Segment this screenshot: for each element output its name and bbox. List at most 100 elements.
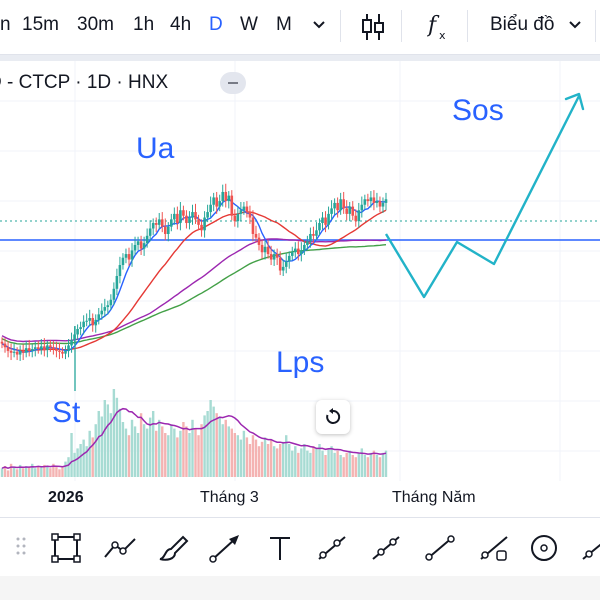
timeframe-4h[interactable]: 4h <box>170 14 192 35</box>
volume-bar <box>43 464 46 477</box>
volume-bar <box>357 452 360 477</box>
ma-green-line <box>1 244 387 345</box>
volume-bar <box>185 426 188 477</box>
candle-body <box>133 244 137 251</box>
volume-bar <box>85 446 88 477</box>
volume-bar <box>215 413 218 477</box>
price-chart[interactable] <box>0 61 600 481</box>
candle-body <box>309 233 312 242</box>
symbol-legend[interactable]: D - CTCP · 1D · HNX <box>0 72 169 93</box>
path-tool[interactable] <box>102 530 138 566</box>
chevron-down-icon[interactable] <box>312 20 326 30</box>
candle-body <box>52 347 55 350</box>
candle-body <box>136 241 140 245</box>
arrow-tool[interactable] <box>208 530 244 566</box>
volume-bar <box>269 439 273 477</box>
volume-bar <box>224 419 227 477</box>
toolbar-divider <box>467 10 468 42</box>
volume-bar <box>257 446 261 477</box>
volume-bar <box>348 450 351 477</box>
text-icon <box>270 537 290 560</box>
volume-bar <box>70 433 73 477</box>
candle-body <box>363 199 367 205</box>
extended-line-tool[interactable] <box>476 530 512 566</box>
volume-bar <box>278 444 282 477</box>
more-tools[interactable] <box>574 530 600 566</box>
candle-body <box>6 347 10 351</box>
volume-bar <box>281 441 285 477</box>
volume-bar <box>251 435 255 477</box>
candle-body <box>85 320 88 322</box>
candle-body <box>324 217 327 225</box>
volume-bar <box>327 448 330 477</box>
rectangle-tool[interactable] <box>48 530 84 566</box>
brush-tool[interactable] <box>156 530 192 566</box>
ray-tool[interactable] <box>314 530 350 566</box>
annotation-lps[interactable]: Lps <box>276 346 325 379</box>
volume-bar <box>28 467 31 477</box>
candle-body <box>106 305 110 308</box>
candle-body <box>145 235 149 244</box>
volume-bar <box>64 461 67 477</box>
rotate-icon <box>326 408 341 424</box>
volume-bar <box>133 426 137 477</box>
candle-body <box>200 224 203 231</box>
volume-bar <box>321 450 324 477</box>
candle-body <box>118 265 122 276</box>
candle-body <box>203 217 206 231</box>
annotation-sos[interactable]: Sos <box>452 94 504 127</box>
candle-body <box>212 197 215 205</box>
volume-bar <box>52 463 55 477</box>
volume-bar <box>324 455 327 477</box>
candle-body <box>58 350 61 352</box>
annotation-ua[interactable]: Ua <box>136 132 175 165</box>
volume-bar <box>230 428 233 477</box>
candle-body <box>284 261 288 267</box>
line-tool[interactable] <box>422 530 458 566</box>
volume-bar <box>94 424 97 477</box>
candle-body <box>130 250 134 260</box>
grip-icon[interactable] <box>16 536 26 556</box>
text-tool[interactable] <box>262 530 298 566</box>
volume-bar <box>236 435 240 477</box>
volume-bar <box>366 457 370 477</box>
timeframe-1h[interactable]: 1h <box>133 14 155 35</box>
volume-bar <box>103 400 107 477</box>
candle-body <box>330 208 333 214</box>
timeframe-m[interactable]: M <box>276 14 292 35</box>
candle-body <box>170 219 173 227</box>
candle-body <box>76 328 79 335</box>
volume-bar <box>34 468 37 477</box>
candle-body <box>103 307 107 311</box>
candle-body <box>91 318 95 326</box>
candle-body <box>227 195 231 202</box>
timeframe-30m[interactable]: 30m <box>77 14 114 35</box>
more-icon <box>582 543 600 560</box>
timeframe-d[interactable]: D <box>209 14 223 35</box>
candle-body <box>21 350 25 353</box>
volume-bar <box>309 452 312 477</box>
candle-body <box>94 319 98 326</box>
volume-bar <box>275 448 279 477</box>
candle-body <box>18 350 22 355</box>
timeframe-15m[interactable]: 15m <box>22 14 59 35</box>
volume-bar <box>155 430 158 477</box>
arrow-icon <box>209 535 239 563</box>
candle-body <box>188 217 191 224</box>
bottom-margin <box>0 576 600 600</box>
chevron-down-icon[interactable] <box>568 20 582 30</box>
candle-body <box>221 191 225 202</box>
annotation-st[interactable]: St <box>52 396 81 429</box>
reset-chart-button[interactable] <box>316 400 350 434</box>
line-icon <box>425 535 455 561</box>
candles-icon[interactable] <box>360 12 386 42</box>
legend-collapse-button[interactable] <box>220 72 246 94</box>
info-line-tool[interactable] <box>368 530 404 566</box>
timeframe-w[interactable]: W <box>240 14 258 35</box>
circle-tool[interactable] <box>526 530 562 566</box>
chart-type-menu[interactable]: Biểu đồ <box>490 14 555 35</box>
volume-bar <box>333 452 336 477</box>
timeframe-5m[interactable]: n <box>0 14 11 35</box>
candle-body <box>24 348 28 353</box>
